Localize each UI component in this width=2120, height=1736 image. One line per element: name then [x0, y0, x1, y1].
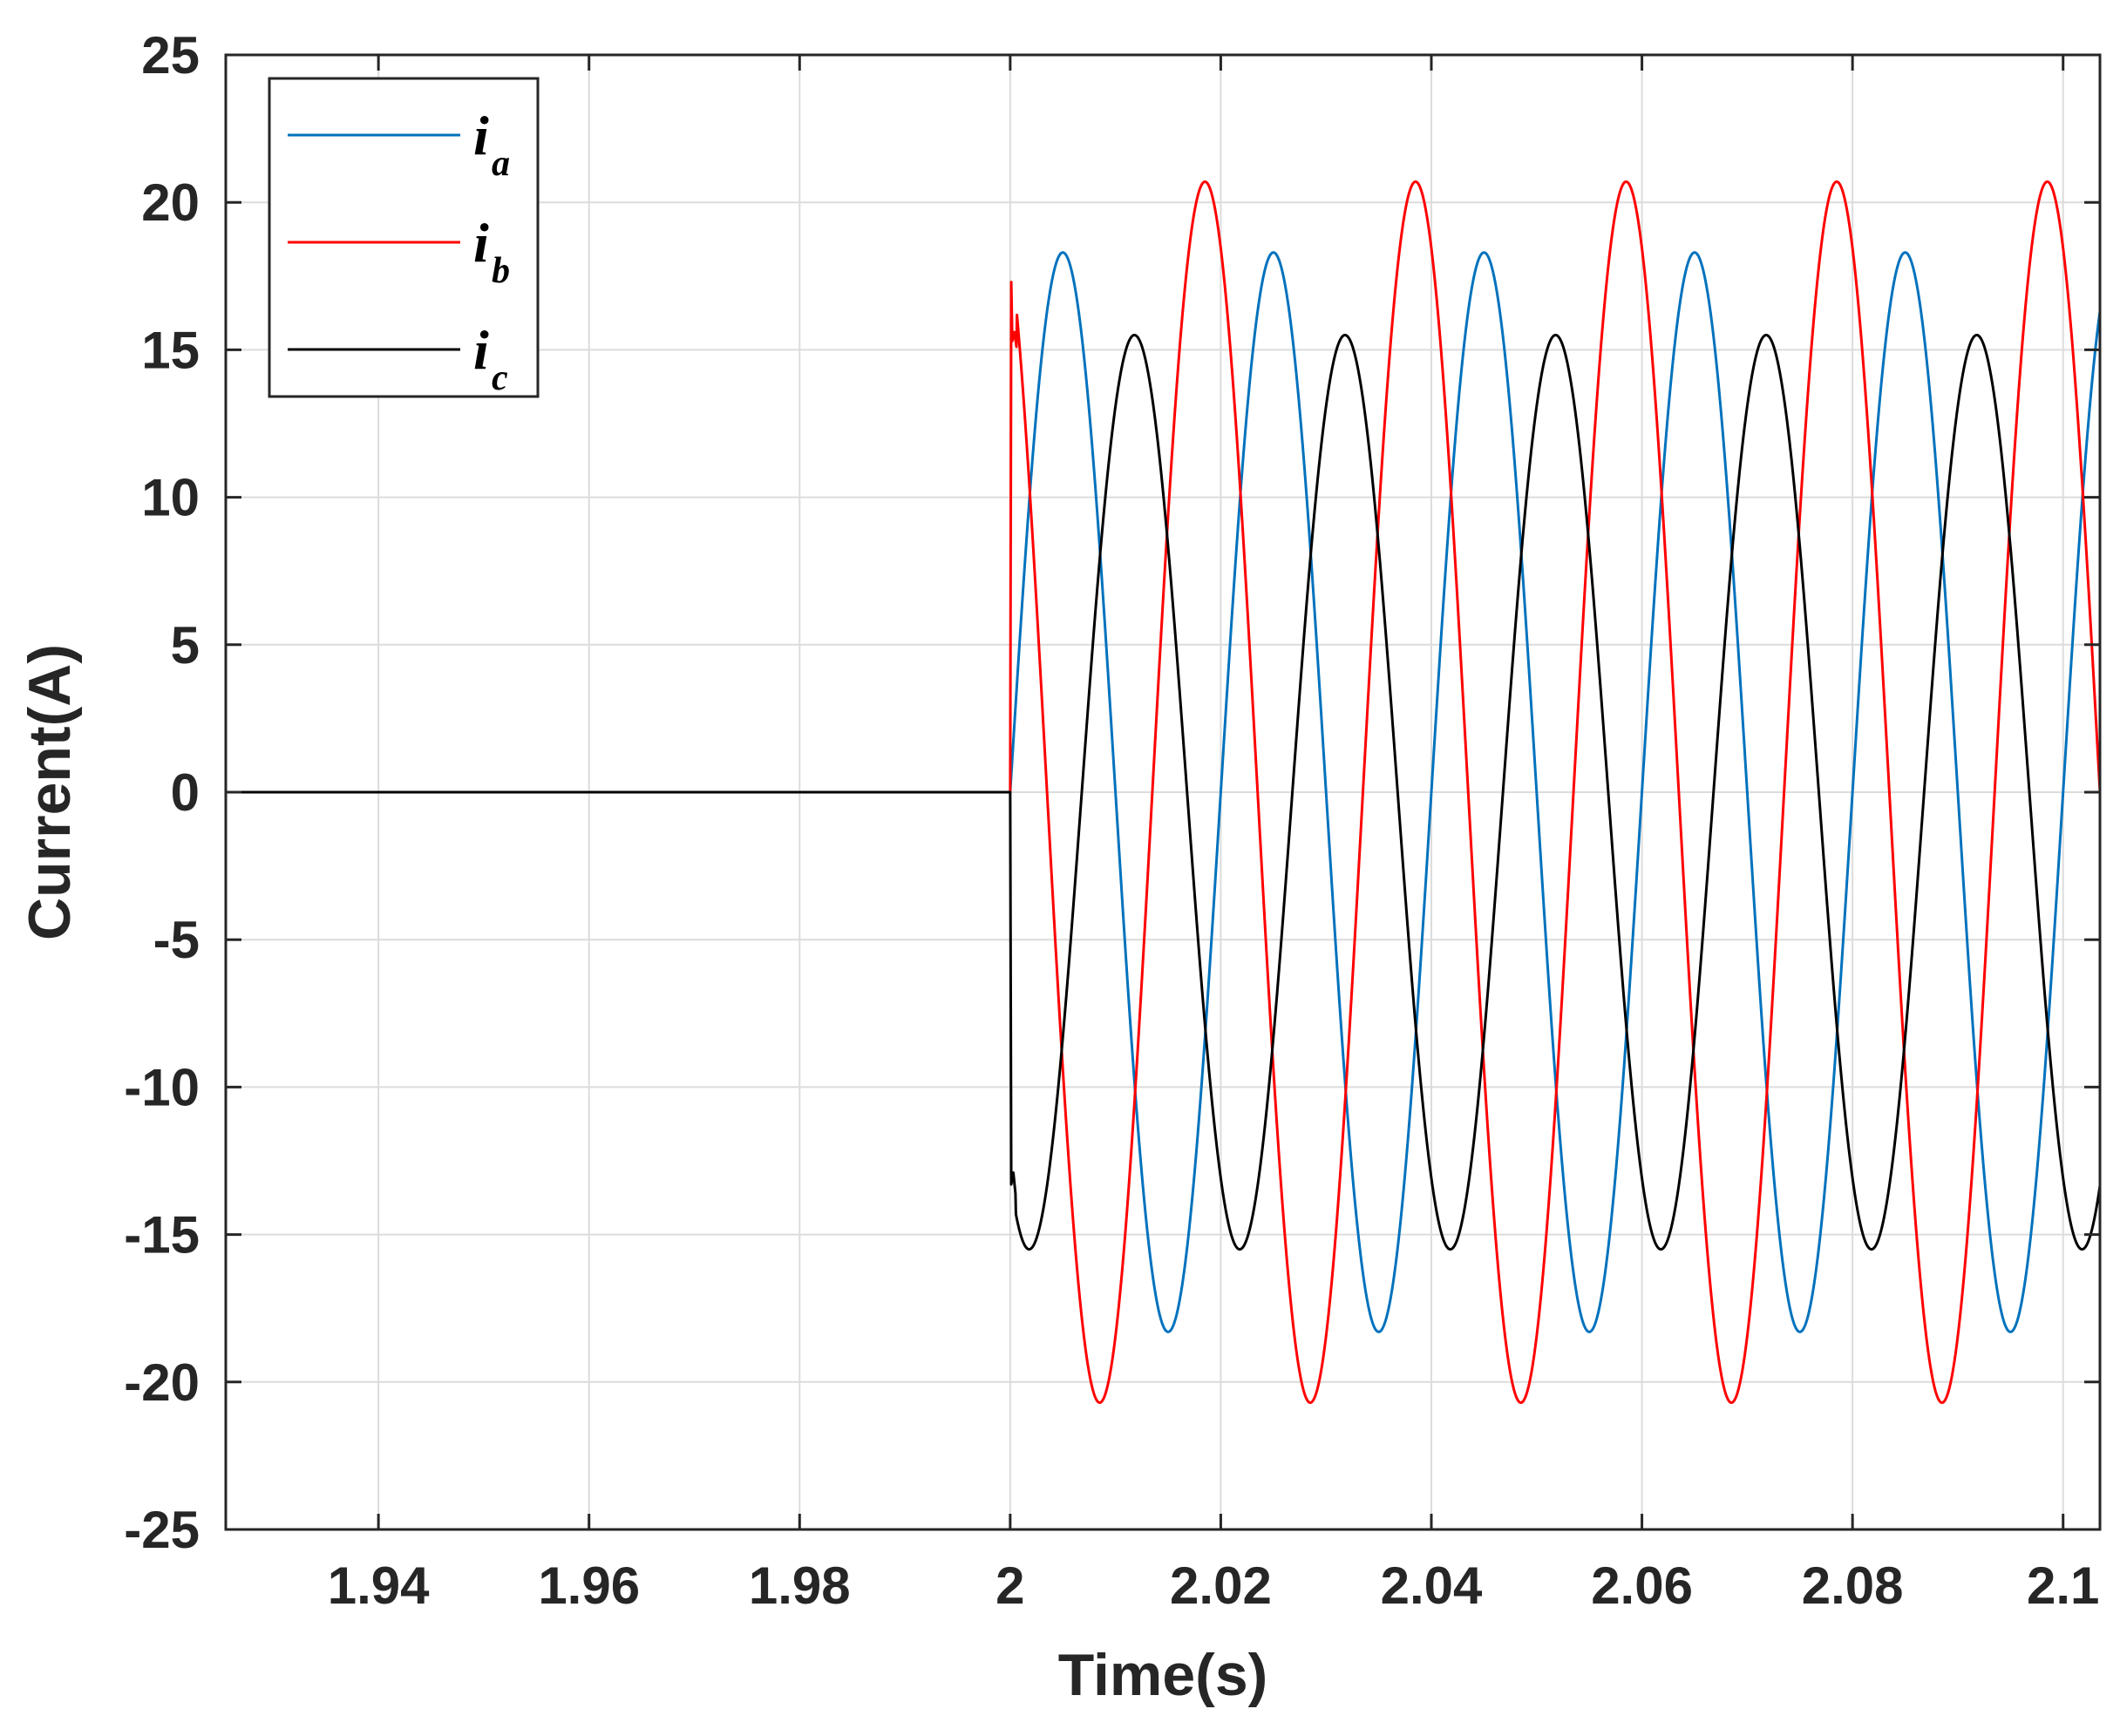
y-tick-label: 15	[141, 321, 200, 379]
legend-label: i	[473, 105, 489, 166]
legend-box	[268, 77, 540, 398]
legend-label: i	[473, 319, 489, 381]
legend-label-subscript: c	[492, 358, 508, 398]
x-tick-label: 2.06	[1591, 1556, 1693, 1615]
x-tick-label: 1.96	[538, 1556, 640, 1615]
x-tick-label: 2.08	[1802, 1556, 1904, 1615]
y-tick-label: 10	[141, 469, 200, 527]
legend-label: i	[473, 212, 489, 274]
x-axis-label: Time(s)	[1058, 1642, 1268, 1708]
y-tick-label: 0	[171, 763, 200, 822]
y-tick-label: -25	[124, 1501, 200, 1559]
tick-layer: 1.94 1.96 1.98 2 2.02 2.04 2.06 2.08 2.1 -25 -20 -1…	[124, 26, 2100, 1615]
x-tick-label: 2.1	[2027, 1556, 2099, 1615]
legend-label-subscript: b	[492, 251, 510, 291]
x-tick-label: 2.04	[1381, 1556, 1483, 1615]
y-tick-label: 5	[171, 616, 200, 675]
y-tick-label: -20	[124, 1353, 200, 1412]
y-tick-label: -5	[153, 911, 200, 969]
legend-entries: i ai bi c	[288, 105, 510, 398]
y-tick-label: -10	[124, 1058, 200, 1116]
series-line-ia	[226, 251, 2102, 1333]
x-tick-label: 1.94	[328, 1556, 430, 1615]
x-tick-label: 2.02	[1170, 1556, 1272, 1615]
legend-label-subscript: a	[492, 144, 510, 184]
y-tick-label: -15	[124, 1206, 200, 1265]
x-tick-label: 1.98	[749, 1556, 851, 1615]
series-line-ic	[226, 333, 2102, 1251]
y-axis-label: Current(A)	[17, 644, 83, 940]
legend: i ai bi c	[268, 77, 540, 398]
x-tick-label: 2	[995, 1556, 1024, 1615]
y-tick-label: 25	[141, 26, 200, 85]
series-line-ib	[226, 180, 2102, 1404]
series-layer	[226, 180, 2102, 1404]
y-tick-label: 20	[141, 173, 200, 232]
